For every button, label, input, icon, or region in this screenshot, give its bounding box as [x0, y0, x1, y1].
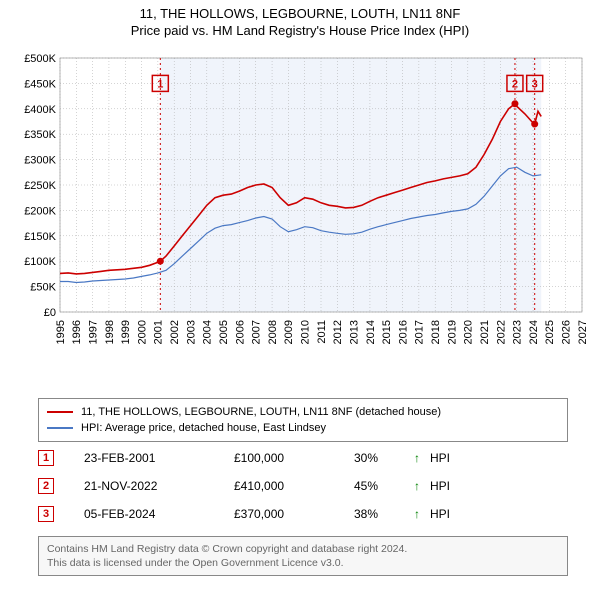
transaction-hpi-label: HPI — [430, 451, 450, 465]
svg-text:2021: 2021 — [479, 320, 491, 344]
legend-swatch — [47, 411, 73, 413]
legend-row: HPI: Average price, detached house, East… — [47, 420, 559, 436]
svg-text:2023: 2023 — [512, 320, 524, 344]
svg-text:2015: 2015 — [381, 320, 393, 344]
svg-text:£300K: £300K — [24, 155, 56, 167]
chart-legend: 11, THE HOLLOWS, LEGBOURNE, LOUTH, LN11 … — [38, 398, 568, 442]
footer-line-2: This data is licensed under the Open Gov… — [47, 556, 559, 570]
svg-text:2008: 2008 — [267, 320, 279, 344]
transaction-row: 1 23-FEB-2001£100,00030%↑HPI — [38, 444, 568, 472]
svg-text:£100K: £100K — [24, 256, 56, 268]
transaction-hpi-label: HPI — [430, 507, 450, 521]
svg-text:2009: 2009 — [283, 320, 295, 344]
svg-text:2018: 2018 — [430, 320, 442, 344]
svg-text:1: 1 — [157, 78, 163, 90]
svg-text:2024: 2024 — [528, 320, 540, 344]
legend-label: HPI: Average price, detached house, East… — [81, 422, 326, 434]
svg-text:1998: 1998 — [104, 320, 116, 344]
transaction-pct: 45% — [354, 479, 414, 493]
svg-text:£0: £0 — [44, 307, 56, 319]
transaction-marker: 1 — [38, 450, 54, 466]
svg-text:2025: 2025 — [544, 320, 556, 344]
transaction-pct: 30% — [354, 451, 414, 465]
svg-text:3: 3 — [532, 78, 538, 90]
transaction-pct: 38% — [354, 507, 414, 521]
svg-text:2011: 2011 — [316, 320, 328, 344]
svg-text:2001: 2001 — [153, 320, 165, 344]
page-subtitle: Price paid vs. HM Land Registry's House … — [0, 23, 600, 38]
svg-text:2020: 2020 — [463, 320, 475, 344]
transaction-price: £370,000 — [234, 507, 354, 521]
svg-text:2010: 2010 — [300, 320, 312, 344]
svg-text:2026: 2026 — [561, 320, 573, 344]
svg-text:£350K: £350K — [24, 129, 56, 141]
transaction-row: 3 05-FEB-2024£370,00038%↑HPI — [38, 500, 568, 528]
svg-text:1999: 1999 — [120, 320, 132, 344]
transaction-marker: 2 — [38, 478, 54, 494]
svg-text:£200K: £200K — [24, 205, 56, 217]
svg-text:2014: 2014 — [365, 320, 377, 344]
svg-text:2022: 2022 — [495, 320, 507, 344]
svg-text:2: 2 — [512, 78, 518, 90]
legend-label: 11, THE HOLLOWS, LEGBOURNE, LOUTH, LN11 … — [81, 406, 441, 418]
svg-text:2002: 2002 — [169, 320, 181, 344]
svg-text:£50K: £50K — [30, 282, 56, 294]
svg-text:2005: 2005 — [218, 320, 230, 344]
transaction-date: 21-NOV-2022 — [84, 479, 234, 493]
svg-text:2017: 2017 — [414, 320, 426, 344]
svg-text:2016: 2016 — [397, 320, 409, 344]
svg-text:2004: 2004 — [202, 320, 214, 344]
svg-text:£500K: £500K — [24, 53, 56, 65]
transaction-price: £410,000 — [234, 479, 354, 493]
svg-text:£400K: £400K — [24, 104, 56, 116]
transaction-price: £100,000 — [234, 451, 354, 465]
svg-text:2006: 2006 — [234, 320, 246, 344]
up-arrow-icon: ↑ — [414, 451, 430, 465]
legend-row: 11, THE HOLLOWS, LEGBOURNE, LOUTH, LN11 … — [47, 404, 559, 420]
svg-text:2013: 2013 — [348, 320, 360, 344]
footer-attribution: Contains HM Land Registry data © Crown c… — [38, 536, 568, 576]
svg-text:£250K: £250K — [24, 180, 56, 192]
transaction-marker: 3 — [38, 506, 54, 522]
svg-text:£450K: £450K — [24, 78, 56, 90]
transaction-date: 05-FEB-2024 — [84, 507, 234, 521]
up-arrow-icon: ↑ — [414, 507, 430, 521]
up-arrow-icon: ↑ — [414, 479, 430, 493]
legend-swatch — [47, 427, 73, 429]
svg-text:2027: 2027 — [577, 320, 588, 344]
svg-text:2007: 2007 — [251, 320, 263, 344]
svg-text:2000: 2000 — [136, 320, 148, 344]
transaction-date: 23-FEB-2001 — [84, 451, 234, 465]
svg-text:2003: 2003 — [185, 320, 197, 344]
page-title: 11, THE HOLLOWS, LEGBOURNE, LOUTH, LN11 … — [0, 6, 600, 21]
svg-text:1995: 1995 — [55, 320, 67, 344]
transaction-hpi-label: HPI — [430, 479, 450, 493]
svg-text:1996: 1996 — [71, 320, 83, 344]
footer-line-1: Contains HM Land Registry data © Crown c… — [47, 542, 559, 556]
price-chart: £0 £50K £100K £150K £200K £250K £300K £350K £400… — [12, 50, 588, 370]
svg-text:£150K: £150K — [24, 231, 56, 243]
svg-text:1997: 1997 — [87, 320, 99, 344]
transaction-table: 123-FEB-2001£100,00030%↑HPI221-NOV-2022£… — [38, 444, 568, 528]
transaction-row: 2 21-NOV-2022£410,00045%↑HPI — [38, 472, 568, 500]
svg-text:2019: 2019 — [446, 320, 458, 344]
svg-text:2012: 2012 — [332, 320, 344, 344]
